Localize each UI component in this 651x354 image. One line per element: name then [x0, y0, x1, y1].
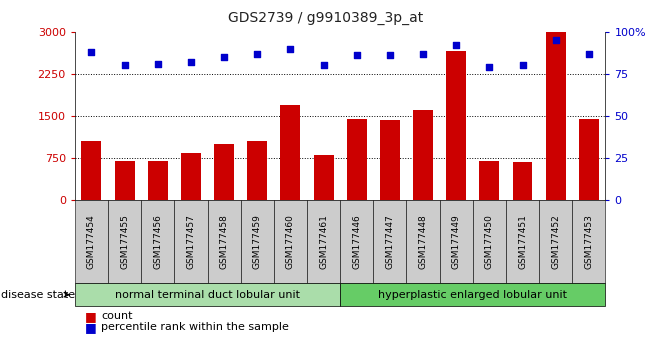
- Bar: [413, 110, 433, 200]
- Point: [385, 53, 395, 58]
- Point: [186, 59, 196, 65]
- Bar: [512, 162, 533, 200]
- Point: [86, 49, 96, 55]
- Text: GDS2739 / g9910389_3p_at: GDS2739 / g9910389_3p_at: [228, 11, 423, 25]
- Text: normal terminal duct lobular unit: normal terminal duct lobular unit: [115, 290, 300, 300]
- Bar: [380, 120, 400, 200]
- Bar: [347, 119, 367, 200]
- Point: [418, 51, 428, 57]
- Point: [352, 53, 362, 58]
- Text: GSM177453: GSM177453: [585, 214, 593, 269]
- Bar: [115, 161, 135, 200]
- Point: [484, 64, 495, 70]
- Bar: [546, 32, 566, 200]
- Text: GSM177458: GSM177458: [219, 214, 229, 269]
- Text: GSM177459: GSM177459: [253, 214, 262, 269]
- Bar: [181, 154, 201, 200]
- Text: GSM177446: GSM177446: [352, 214, 361, 269]
- Bar: [281, 105, 300, 200]
- Point: [152, 61, 163, 67]
- Point: [285, 46, 296, 52]
- Bar: [214, 144, 234, 200]
- Bar: [148, 161, 168, 200]
- Bar: [479, 161, 499, 200]
- Point: [518, 63, 528, 68]
- Point: [219, 54, 229, 60]
- Text: GSM177460: GSM177460: [286, 214, 295, 269]
- Point: [551, 38, 561, 43]
- Bar: [447, 51, 466, 200]
- Text: GSM177454: GSM177454: [87, 214, 96, 269]
- Bar: [81, 141, 102, 200]
- Point: [451, 42, 462, 48]
- Text: GSM177461: GSM177461: [319, 214, 328, 269]
- Text: GSM177452: GSM177452: [551, 214, 561, 269]
- Bar: [314, 155, 333, 200]
- Text: GSM177450: GSM177450: [485, 214, 494, 269]
- Text: ■: ■: [85, 310, 96, 322]
- Text: GSM177449: GSM177449: [452, 214, 461, 269]
- Text: GSM177457: GSM177457: [186, 214, 195, 269]
- Text: GSM177456: GSM177456: [153, 214, 162, 269]
- Point: [252, 51, 262, 57]
- Text: disease state: disease state: [1, 290, 75, 300]
- Text: hyperplastic enlarged lobular unit: hyperplastic enlarged lobular unit: [378, 290, 567, 300]
- Bar: [247, 141, 267, 200]
- Text: GSM177447: GSM177447: [385, 214, 395, 269]
- Text: count: count: [101, 311, 132, 321]
- Point: [584, 51, 594, 57]
- Text: GSM177455: GSM177455: [120, 214, 129, 269]
- Text: GSM177451: GSM177451: [518, 214, 527, 269]
- Text: percentile rank within the sample: percentile rank within the sample: [101, 322, 289, 332]
- Point: [119, 63, 130, 68]
- Text: ■: ■: [85, 321, 96, 334]
- Bar: [579, 119, 599, 200]
- Text: GSM177448: GSM177448: [419, 214, 428, 269]
- Point: [318, 63, 329, 68]
